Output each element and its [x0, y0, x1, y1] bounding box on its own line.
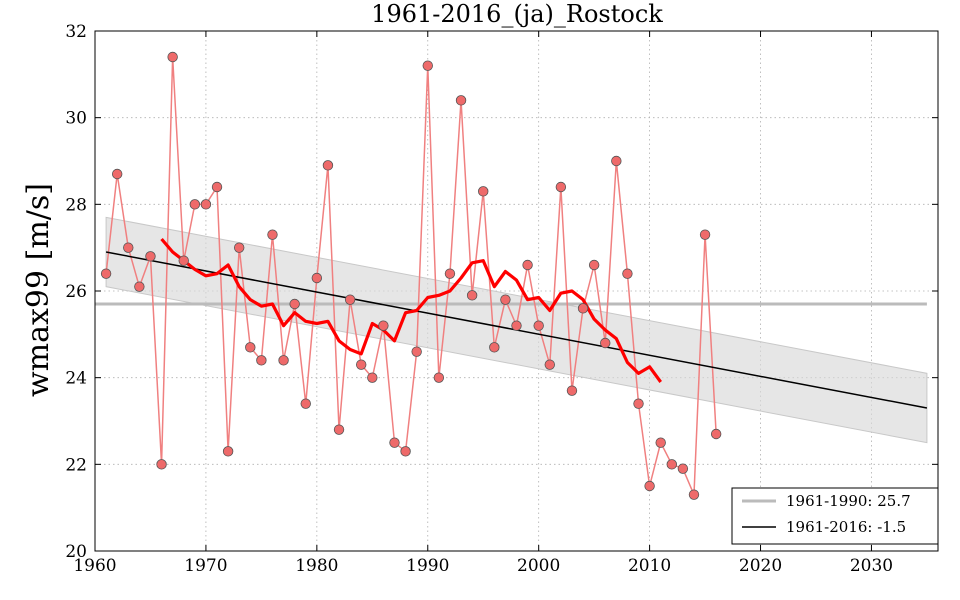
observed-point [344, 294, 356, 305]
x-tick-label: 1970 [184, 556, 227, 576]
observed-point [378, 320, 389, 331]
observed-point [533, 320, 544, 331]
observed-point [289, 298, 300, 310]
y-tick-label: 26 [65, 282, 87, 302]
y-axis-label: wmax99 [m/s] [21, 183, 56, 397]
x-tick-label: 2010 [628, 556, 671, 576]
x-tick-label: 1980 [295, 556, 338, 576]
y-tick-label: 32 [65, 22, 87, 42]
x-tick-label: 2030 [850, 556, 893, 576]
observed-point [544, 359, 555, 370]
observed-point [422, 60, 433, 71]
y-tick-label: 30 [65, 109, 87, 129]
observed-point [111, 168, 123, 180]
observed-point [699, 229, 711, 240]
observed-point [123, 242, 134, 253]
observed-point [466, 290, 478, 301]
observed-point [256, 355, 267, 366]
observed-point [156, 459, 167, 470]
observed-point [633, 398, 644, 409]
legend: 1961-1990: 25.7 1961-2016: -1.5 [731, 487, 939, 545]
observed-point [622, 268, 633, 279]
observed-point [245, 342, 256, 353]
observed-point [145, 251, 156, 262]
observed-point [367, 372, 378, 383]
x-tick-label: 2020 [739, 556, 782, 576]
x-tick-label: 1990 [406, 556, 449, 576]
observed-point [267, 229, 278, 240]
series-markers [100, 51, 722, 500]
observed-point [489, 342, 500, 353]
observed-point [677, 463, 689, 474]
observed-point [411, 346, 422, 357]
observed-point [644, 480, 655, 492]
observed-point [333, 424, 345, 435]
y-tick-label: 28 [65, 195, 87, 215]
chart-title: 1961-2016_(ja)_Rostock [371, 0, 663, 28]
x-axis: 1960 1970 1980 1990 2000 2010 2020 2030 [73, 31, 893, 576]
observed-point [577, 303, 589, 314]
y-tick-label: 22 [65, 455, 87, 475]
running-mean-line [160, 237, 662, 383]
observed-point [278, 355, 289, 366]
observed-point [588, 259, 600, 271]
observed-point [566, 385, 578, 396]
x-tick-label: 2000 [517, 556, 560, 576]
observed-point [511, 320, 522, 331]
observed-point [400, 446, 411, 457]
legend-entry-trend: 1961-2016: -1.5 [786, 518, 906, 536]
observed-point [322, 160, 334, 171]
legend-frame [731, 487, 939, 545]
observed-point [389, 437, 400, 448]
observed-point [522, 259, 533, 271]
observed-point [611, 155, 622, 167]
observed-point [100, 268, 112, 279]
y-tick-label: 20 [65, 542, 87, 562]
observed-point [200, 199, 212, 210]
x-tick-label: 1960 [73, 556, 116, 576]
observed-point [600, 337, 611, 349]
observed-point [300, 398, 311, 409]
observed-point [688, 489, 700, 500]
observed-point [178, 255, 189, 266]
observed-point [222, 446, 234, 457]
observed-point [710, 428, 722, 440]
observed-point [433, 372, 445, 383]
observed-point [211, 181, 223, 193]
observed-point [500, 294, 511, 305]
observed-point [311, 272, 323, 284]
observed-point [134, 281, 145, 292]
observed-point [555, 181, 567, 193]
observed-point [666, 459, 677, 470]
observed-point [189, 199, 201, 210]
observed-point [478, 186, 489, 197]
y-axis: 20 22 24 26 28 30 32 [65, 22, 938, 562]
y-tick-label: 24 [65, 369, 87, 389]
observed-point [655, 437, 666, 448]
observed-point [444, 268, 456, 279]
observed-point [356, 359, 367, 370]
plot-area [94, 30, 939, 552]
observed-point [233, 242, 245, 253]
observed-point [455, 95, 467, 106]
observed-point [167, 51, 178, 63]
legend-entry-reference: 1961-1990: 25.7 [786, 492, 911, 510]
